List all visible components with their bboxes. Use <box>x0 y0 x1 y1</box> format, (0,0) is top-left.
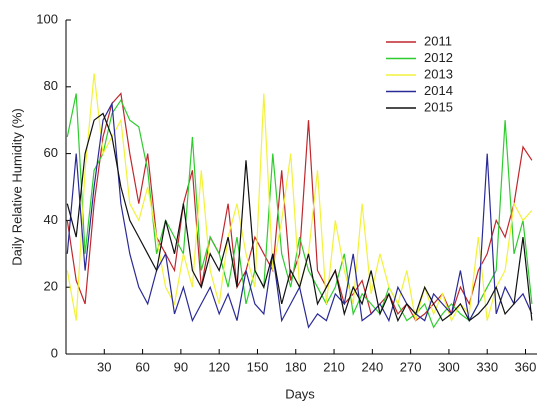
y-tick-label: 100 <box>36 11 58 26</box>
x-tick-label: 90 <box>174 359 188 374</box>
x-tick-label: 210 <box>323 359 345 374</box>
y-tick-label: 0 <box>51 345 58 360</box>
legend-label: 2013 <box>424 66 453 81</box>
y-tick-label: 60 <box>44 145 58 160</box>
x-tick-label: 300 <box>438 359 460 374</box>
y-tick-label: 40 <box>44 212 58 227</box>
x-tick-label: 30 <box>97 359 111 374</box>
series-line <box>66 93 533 329</box>
y-axis-label: Daily Relative Humidity (%) <box>9 108 24 265</box>
legend-label: 2012 <box>424 50 453 65</box>
x-axis-label: Days <box>285 386 315 401</box>
x-tick-label: 150 <box>247 359 269 374</box>
y-tick-label: 80 <box>44 78 58 93</box>
x-tick-label: 330 <box>476 359 498 374</box>
legend-label: 2015 <box>424 99 453 114</box>
legend-label: 2011 <box>424 33 452 48</box>
x-tick-label: 60 <box>135 359 149 374</box>
x-tick-label: 180 <box>285 359 307 374</box>
series-line <box>66 92 533 322</box>
y-tick-label: 20 <box>44 279 58 294</box>
legend-label: 2014 <box>424 83 453 98</box>
x-tick-label: 360 <box>515 359 537 374</box>
series-line <box>66 112 533 323</box>
x-tick-label: 270 <box>400 359 422 374</box>
x-tick-label: 240 <box>361 359 383 374</box>
x-tick-label: 120 <box>208 359 230 374</box>
series-line <box>66 101 533 329</box>
